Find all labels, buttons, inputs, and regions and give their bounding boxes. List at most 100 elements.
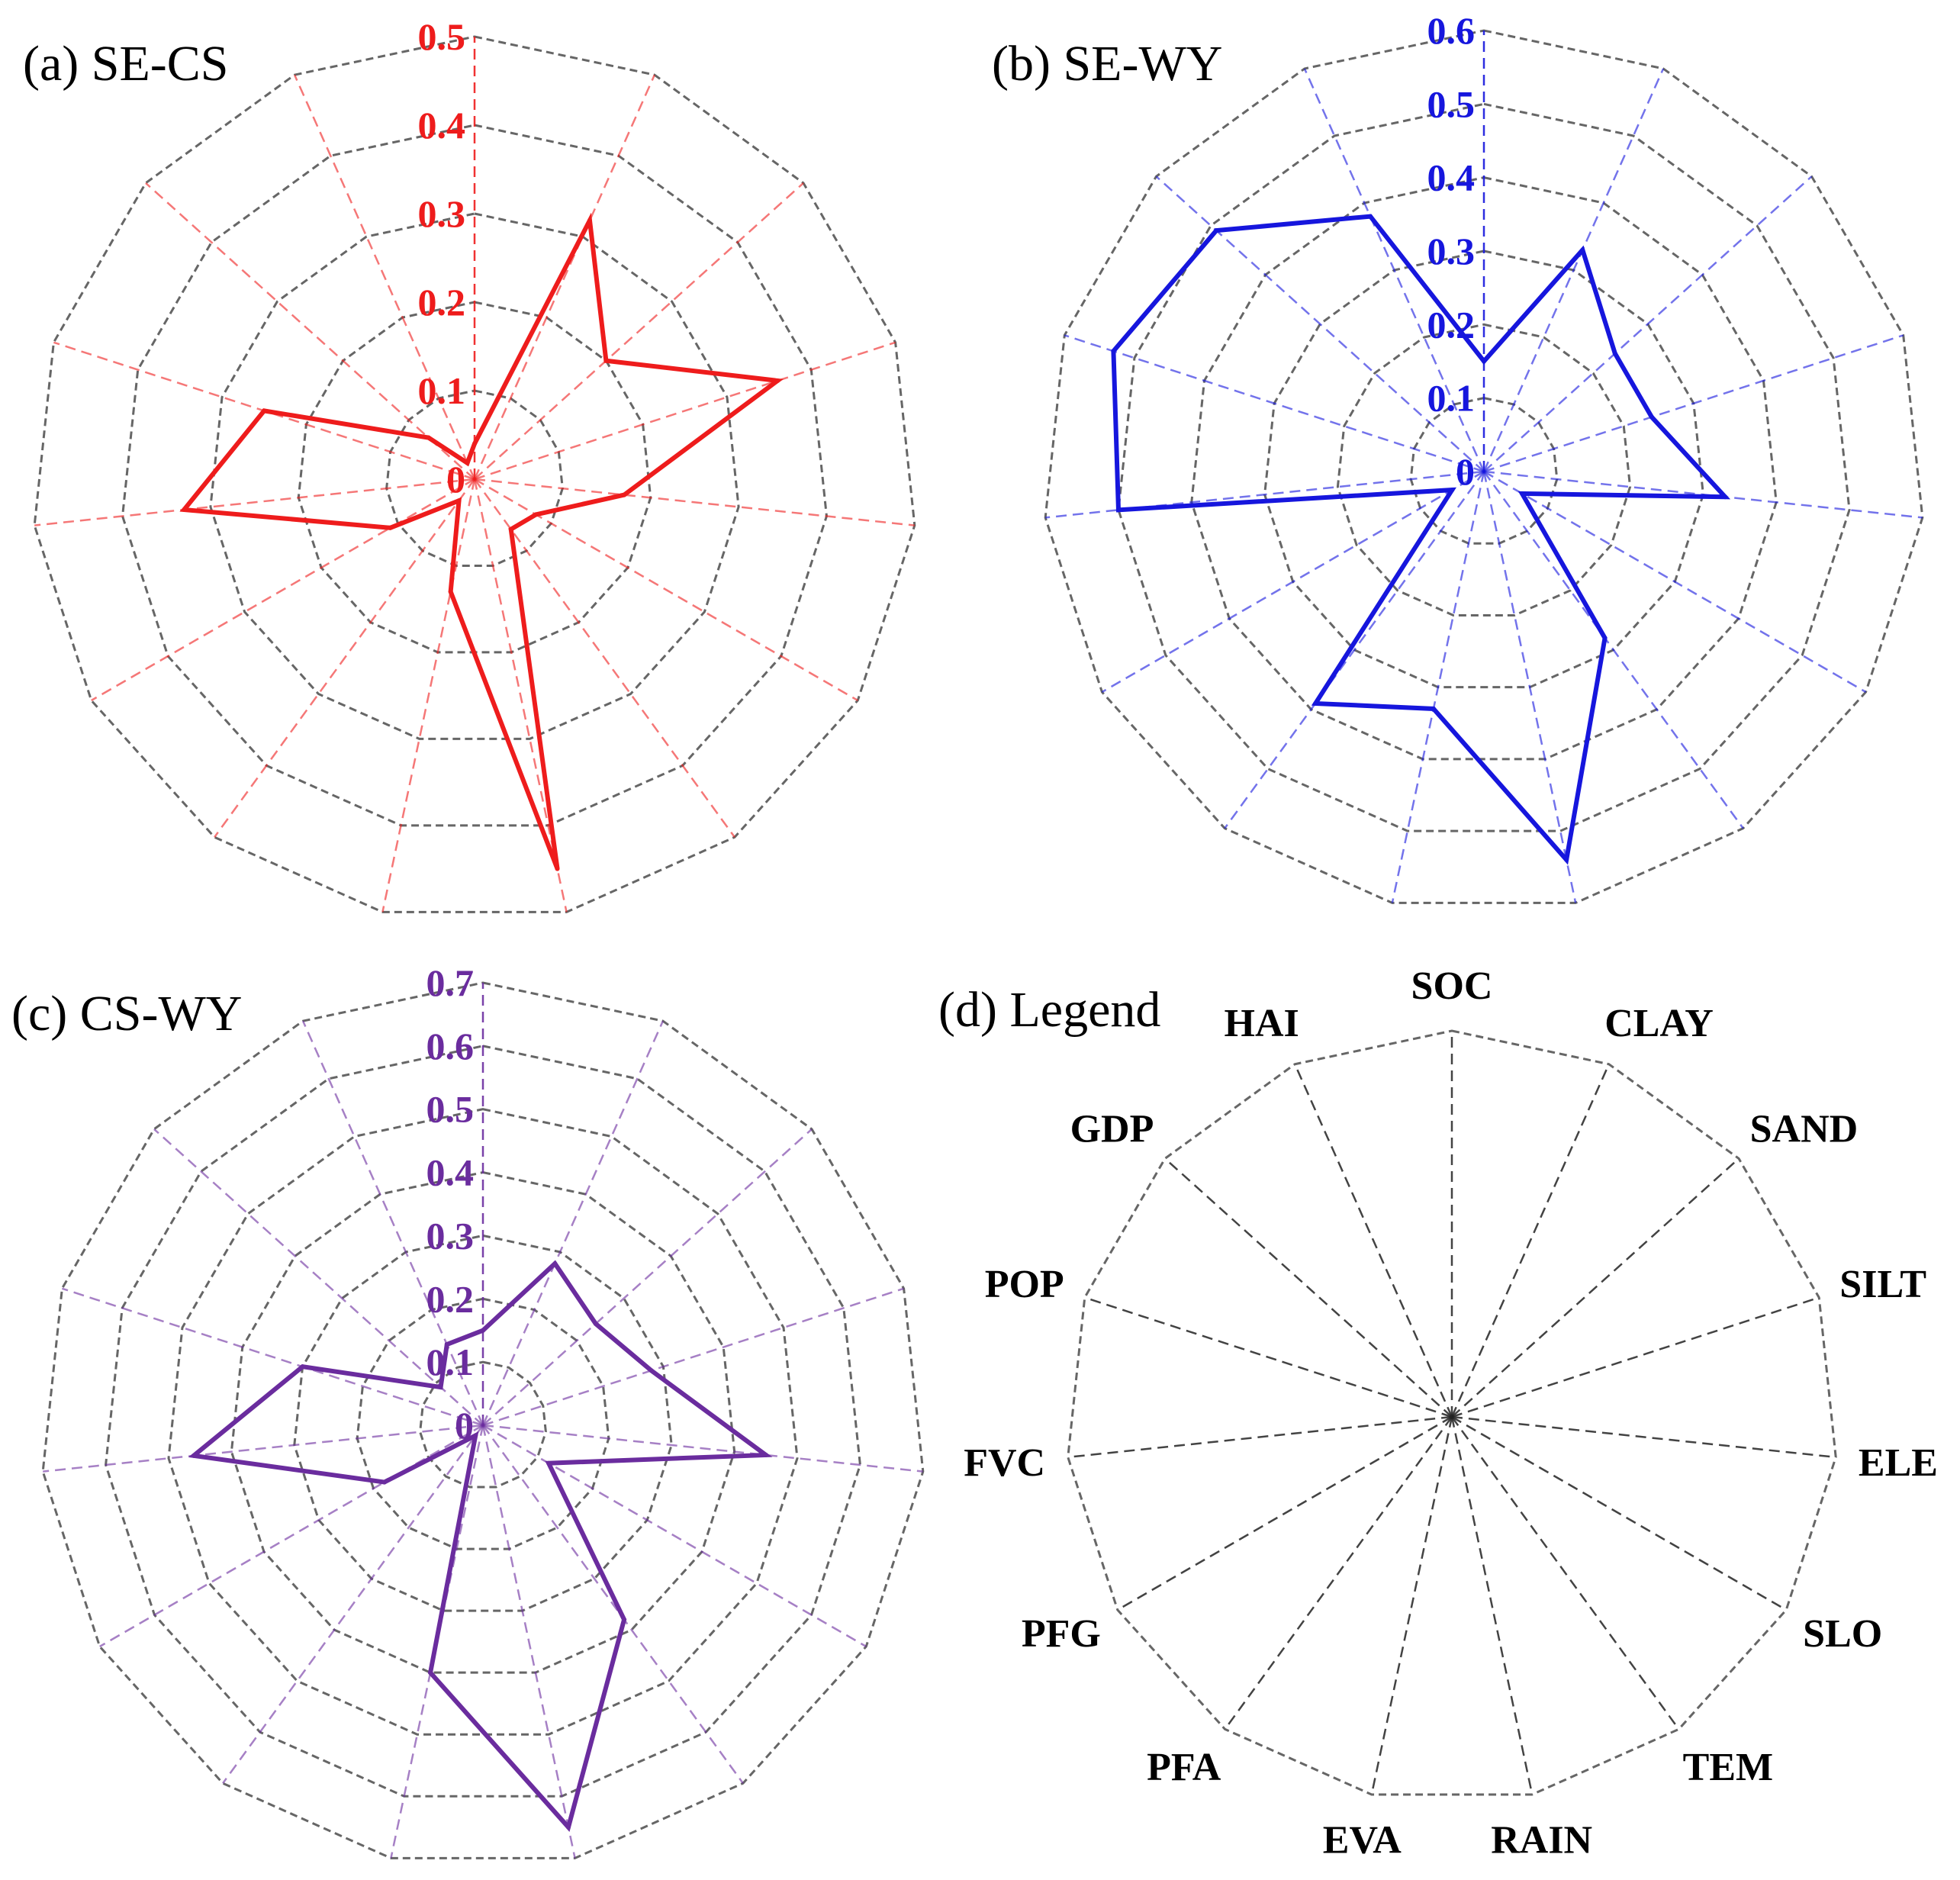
tick-label-4: 0.4 [426,1151,475,1194]
spoke-pfa [1224,471,1485,829]
spoke-clay [481,1020,665,1426]
tick-label-0: 0 [455,1404,474,1447]
data-point-slo [533,512,539,517]
data-point-slo [546,1460,552,1466]
spoke-ele [482,1424,923,1473]
tick-label-7: 0.7 [426,961,475,1004]
legend-label-slo: SLO [1803,1612,1882,1656]
data-point-ele [763,1452,768,1457]
spoke-pop [1064,334,1485,473]
data-point-hai [1368,214,1373,219]
spoke-hai [293,74,476,480]
data-point-sand [603,358,609,363]
spoke-pop [62,1287,484,1427]
legend-label-pop: POP [985,1263,1064,1306]
data-point-silt [1649,414,1654,420]
legend-label-ele: ELE [1859,1441,1938,1485]
spoke-tem [473,478,735,838]
data-point-soc [472,441,477,446]
grid-ring-5 [33,35,916,913]
spoke-fvc [43,1424,484,1473]
data-point-gdp [426,435,431,440]
grid-ring-5 [167,1108,799,1736]
grid-ring-4 [121,124,828,827]
data-point-sand [593,1321,598,1326]
data-point-pop [262,408,267,414]
spoke-sand [482,1128,813,1426]
spoke-clay [473,74,656,480]
spoke-hai [1303,68,1485,472]
legend-spoke-silt [1451,1296,1820,1418]
legend-spoke-clay [1450,1064,1610,1418]
panel-se-wy: 0 0.1 0.2 0.3 0.4 0.5 0.6 [1044,9,1924,904]
data-point-silt [649,1368,654,1373]
panel-title-b: (b) SE-WY [992,36,1222,92]
tick-label-0: 0 [1456,450,1475,493]
tick-label-2: 0.2 [1427,303,1476,346]
data-point-hai [465,460,470,465]
spoke-silt [474,341,896,481]
data-point-pfa [1313,700,1318,706]
data-point-rain [555,866,560,871]
series-line-2 [188,1260,773,1832]
legend-ring [1067,1029,1837,1796]
tick-label-6: 0.6 [1427,9,1476,52]
data-point-gdp [438,1385,443,1390]
grid-ring-5 [1117,102,1851,832]
data-point-pfa [473,1433,478,1438]
panel-title-d: (d) Legend [938,982,1160,1038]
grid-ring-6 [1044,29,1924,904]
tick-label-3: 0.3 [418,192,466,235]
spoke-gdp [153,1128,484,1426]
legend-label-soc: SOC [1411,964,1493,1008]
grid-ring-1 [1409,397,1559,545]
legend-spoke-eva [1370,1416,1453,1795]
grid-ring-2 [356,1297,610,1550]
legend-spoke-ele [1451,1415,1836,1459]
grid-ring-3 [209,212,740,740]
data-point-rain [1564,857,1569,862]
data-point-pfa [456,498,462,504]
data-point-pfg [388,525,393,530]
spoke-silt [482,1287,904,1427]
legend-spoke-hai [1294,1064,1453,1418]
spoke-pfa [214,478,476,838]
data-point-tem [622,1617,627,1622]
data-point-silt [775,378,780,383]
grid-ring-7 [41,981,925,1859]
tick-label-5: 0.5 [418,15,466,58]
spoke-gdp [1155,175,1485,472]
spoke-tem [481,1424,744,1784]
grid-ring-3 [293,1234,673,1612]
spoke-sand [474,182,804,480]
grid-ring-1 [385,389,564,567]
tick-label-3: 0.3 [1427,230,1476,272]
panel-cs-wy: 0 0.1 0.2 0.3 0.4 0.5 0.6 0.7 [41,961,925,1859]
data-point-tem [508,526,513,532]
series-line-0 [179,212,784,870]
data-point-eva [448,589,453,594]
legend-spoke-pop [1084,1296,1453,1418]
legend-spoke-sand [1451,1157,1740,1418]
legend-spoke-slo [1451,1415,1787,1611]
tick-label-1: 0.1 [426,1341,475,1383]
spoke-fvc [1045,470,1485,519]
data-point-rain [565,1824,571,1830]
data-point-slo [1520,491,1525,496]
spoke-gdp [145,182,475,480]
spoke-slo [1483,470,1867,694]
data-point-fvc [182,507,187,513]
tick-label-1: 0.1 [418,369,466,412]
legend-label-fvc: FVC [964,1441,1045,1485]
spoke-tem [1482,471,1744,829]
grid-ring-2 [1336,323,1632,616]
data-point-tem [1602,636,1608,641]
grid-ring-4 [230,1171,736,1674]
spoke-rain [481,1424,576,1859]
legend-label-eva: EVA [1323,1819,1402,1862]
spoke-rain [473,478,568,913]
tick-label-2: 0.2 [426,1277,475,1320]
spoke-sand [1483,175,1813,472]
data-point-pfg [381,1479,387,1485]
